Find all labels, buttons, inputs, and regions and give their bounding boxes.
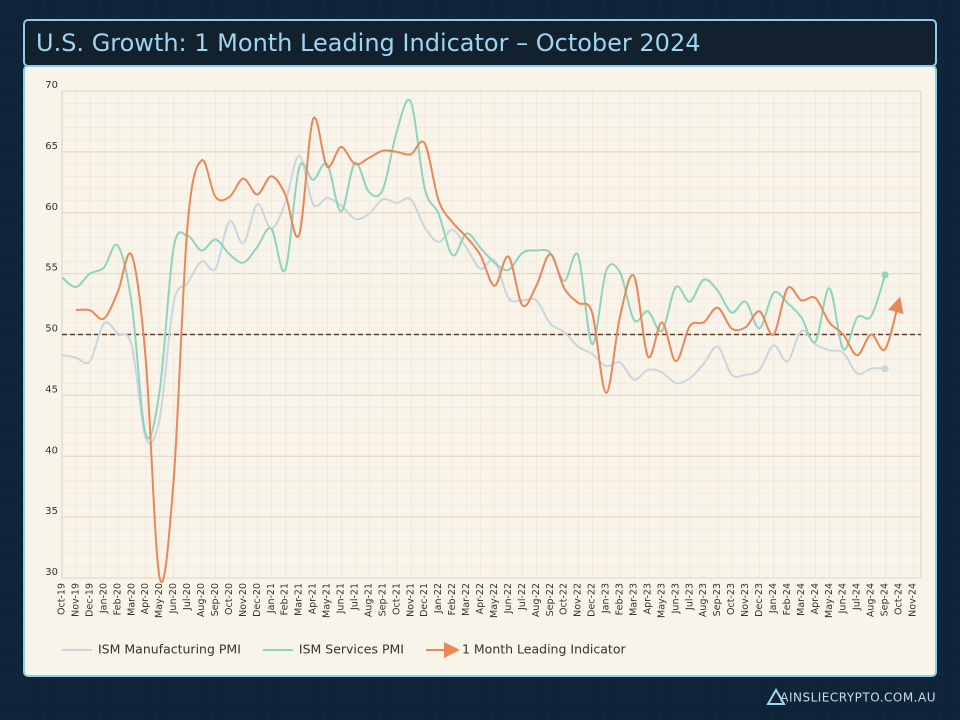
x-tick-label: Jun-23 xyxy=(670,583,681,614)
x-tick-label: Sep-21 xyxy=(377,583,388,616)
x-tick-label: Feb-20 xyxy=(112,583,123,615)
x-tick-label: Mar-23 xyxy=(628,583,639,616)
x-tick-label: May-23 xyxy=(656,583,667,618)
legend-label: ISM Services PMI xyxy=(299,642,404,657)
x-tick-label: Dec-19 xyxy=(84,583,95,617)
brand-logo xyxy=(766,687,786,705)
y-tick-label: 65 xyxy=(45,141,58,152)
x-tick-label: Oct-22 xyxy=(559,583,570,615)
x-tick-label: Apr-20 xyxy=(140,583,151,614)
x-tick-label: Feb-23 xyxy=(615,583,626,615)
x-tick-label: Jun-20 xyxy=(168,583,179,614)
x-tick-label: Oct-23 xyxy=(726,583,737,615)
x-tick-label: Mar-22 xyxy=(461,583,472,616)
x-tick-label: Feb-22 xyxy=(447,583,458,615)
x-tick-label: Jan-23 xyxy=(601,583,612,614)
x-tick-label: Jun-21 xyxy=(336,583,347,614)
x-tick-label: Oct-21 xyxy=(391,583,402,615)
y-tick-label: 45 xyxy=(45,384,58,395)
x-tick-label: Mar-24 xyxy=(796,583,807,616)
x-tick-label: Feb-24 xyxy=(782,583,793,615)
y-tick-label: 60 xyxy=(45,202,58,213)
x-tick-label: Sep-22 xyxy=(545,583,556,616)
x-tick-label: Jan-20 xyxy=(98,583,109,614)
x-tick-label: Nov-22 xyxy=(573,583,584,617)
x-tick-label: Feb-21 xyxy=(280,583,291,615)
chart-title: U.S. Growth: 1 Month Leading Indicator –… xyxy=(36,29,701,57)
x-tick-label: May-20 xyxy=(154,583,165,618)
x-tick-label: Nov-21 xyxy=(405,583,416,617)
x-tick-label: Mar-21 xyxy=(294,583,305,616)
x-tick-label: Nov-19 xyxy=(70,583,81,617)
y-tick-label: 55 xyxy=(45,263,58,274)
series-line xyxy=(61,154,886,445)
x-tick-label: Apr-21 xyxy=(308,583,319,614)
end-point xyxy=(881,271,889,279)
x-tick-label: Mar-20 xyxy=(126,583,137,616)
x-tick-label: Jan-21 xyxy=(266,583,277,614)
x-tick-label: Jun-24 xyxy=(838,583,849,614)
x-tick-label: Nov-20 xyxy=(238,583,249,617)
x-tick-label: Dec-20 xyxy=(252,583,263,617)
end-point xyxy=(881,365,889,373)
x-tick-label: Oct-19 xyxy=(57,583,68,615)
x-tick-label: Aug-22 xyxy=(531,583,542,617)
y-tick-label: 30 xyxy=(45,567,58,578)
x-tick-label: Dec-22 xyxy=(587,583,598,617)
brand: AINSLIECRYPTO.COM.AU xyxy=(780,691,936,705)
x-tick-label: Jul-20 xyxy=(182,583,193,611)
y-tick-label: 50 xyxy=(45,324,58,335)
x-tick-label: Aug-23 xyxy=(698,583,709,617)
x-tick-label: May-24 xyxy=(824,583,835,618)
x-tick-label: Sep-24 xyxy=(880,583,891,616)
x-tick-label: Apr-24 xyxy=(810,583,821,614)
x-tick-label: Aug-20 xyxy=(196,583,207,617)
legend-label: ISM Manufacturing PMI xyxy=(98,642,241,657)
x-tick-label: Dec-21 xyxy=(419,583,430,617)
y-tick-label: 40 xyxy=(45,445,58,456)
x-tick-label: Sep-23 xyxy=(712,583,723,616)
x-tick-label: Jul-22 xyxy=(517,583,528,611)
x-tick-label: Jan-22 xyxy=(433,583,444,614)
y-tick-label: 70 xyxy=(45,80,58,91)
x-tick-label: Sep-20 xyxy=(210,583,221,616)
x-tick-label: Jul-23 xyxy=(684,583,695,611)
x-tick-label: Jun-22 xyxy=(503,583,514,614)
x-tick-label: Jul-21 xyxy=(349,583,360,611)
x-tick-label: Apr-22 xyxy=(475,583,486,614)
x-tick-label: May-21 xyxy=(322,583,333,618)
series-line xyxy=(61,98,887,440)
x-tick-label: Oct-24 xyxy=(894,583,905,615)
y-tick-label: 35 xyxy=(45,506,58,517)
x-tick-label: May-22 xyxy=(489,583,500,618)
legend-label: 1 Month Leading Indicator xyxy=(462,642,627,657)
x-tick-label: Nov-24 xyxy=(908,583,919,617)
series-line xyxy=(75,116,904,583)
x-tick-label: Nov-23 xyxy=(740,583,751,617)
x-tick-label: Jul-24 xyxy=(852,583,863,611)
x-tick-label: Jan-24 xyxy=(768,583,779,614)
x-tick-label: Aug-21 xyxy=(363,583,374,617)
x-tick-label: Aug-24 xyxy=(866,583,877,617)
x-tick-label: Oct-20 xyxy=(224,583,235,615)
x-tick-label: Apr-23 xyxy=(642,583,653,614)
x-tick-label: Dec-23 xyxy=(754,583,765,617)
